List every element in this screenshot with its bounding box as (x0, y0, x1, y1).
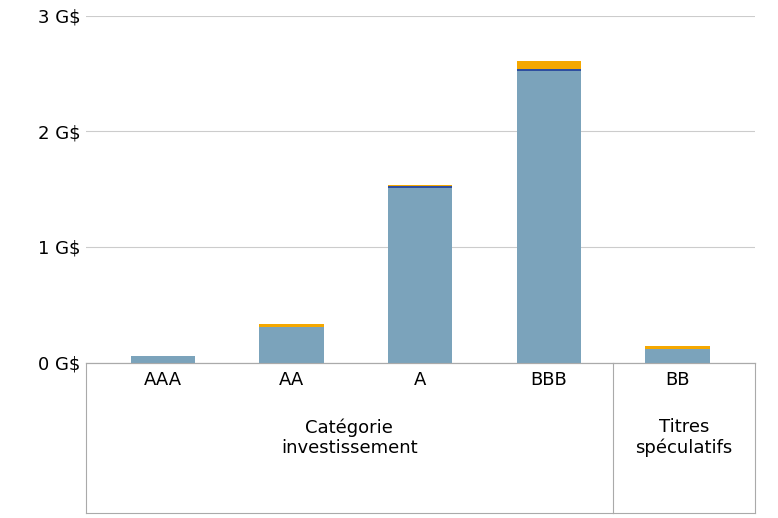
Bar (259, 324, 324, 327)
Bar (517, 71, 581, 363)
Bar (517, 69, 581, 71)
Bar (388, 186, 452, 188)
Bar (645, 347, 710, 349)
Bar (517, 61, 581, 69)
Text: Titres
spéculatifs: Titres spéculatifs (636, 418, 733, 457)
Text: Catégorie
investissement: Catégorie investissement (281, 418, 418, 457)
Bar (131, 356, 195, 363)
Bar (388, 185, 452, 186)
Bar (388, 188, 452, 363)
Bar (645, 349, 710, 363)
Bar (259, 327, 324, 363)
